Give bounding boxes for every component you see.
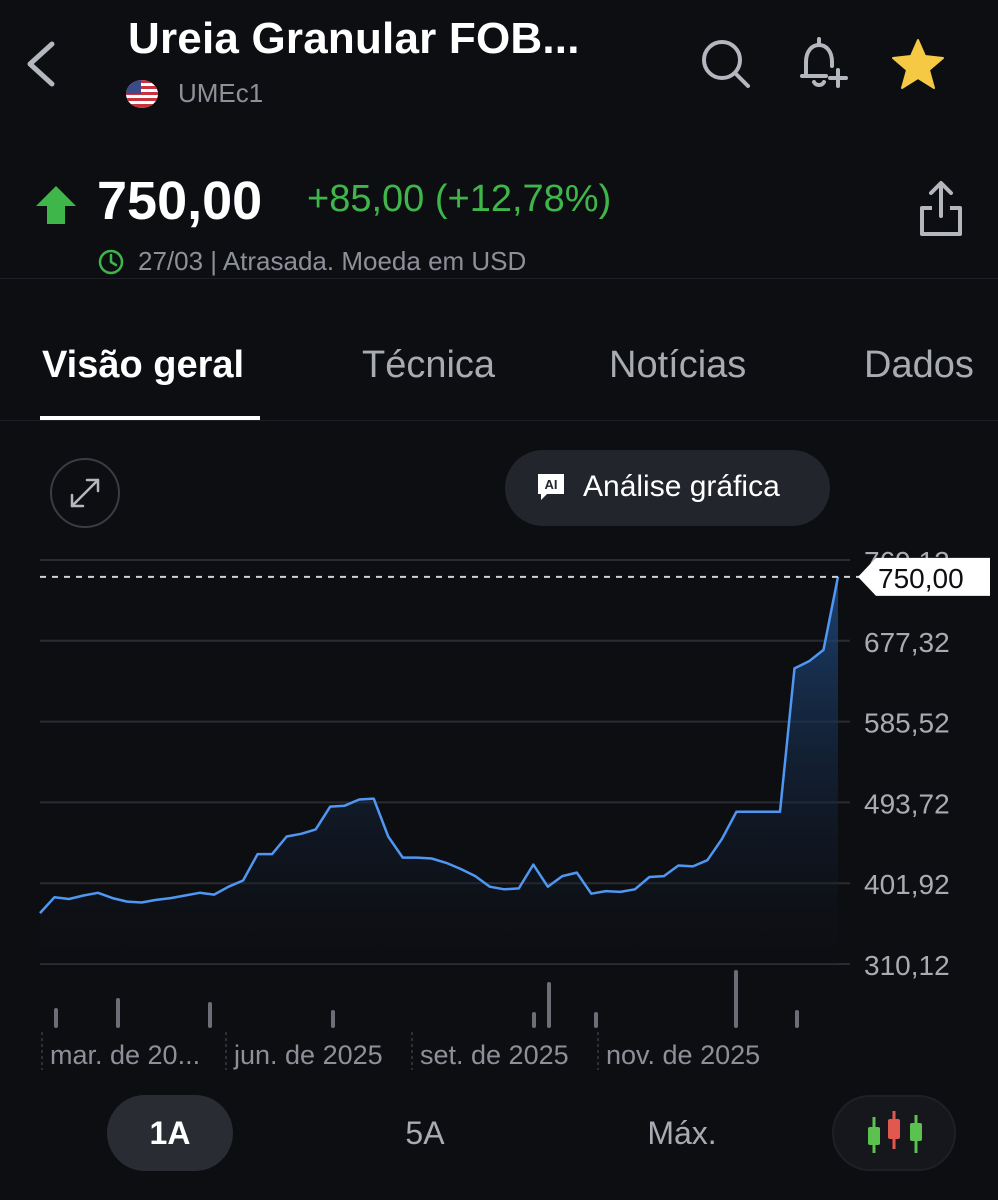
star-icon[interactable] <box>888 34 948 94</box>
price-line <box>39 576 840 914</box>
x-axis-label: mar. de 20... <box>50 1040 200 1070</box>
price-chart[interactable]: 769,12677,32585,52493,72401,92310,12750,… <box>0 540 998 1080</box>
chart-analysis-button[interactable]: AI Análise gráfica <box>505 450 830 526</box>
share-icon[interactable] <box>914 178 968 240</box>
y-tick-label: 585,52 <box>864 708 950 739</box>
instrument-title: Ureia Granular FOB... <box>128 14 580 63</box>
x-axis-label: nov. de 2025 <box>606 1040 760 1070</box>
y-tick-label: 677,32 <box>864 627 950 658</box>
tabs-divider <box>0 420 998 421</box>
price-change: +85,00 (+12,78%) <box>307 178 612 220</box>
price-area <box>40 576 838 964</box>
quote-meta: 27/03 | Atrasada. Moeda em USD <box>138 246 527 276</box>
add-alert-icon[interactable] <box>792 34 852 94</box>
range-1y-button[interactable]: 1A <box>107 1095 233 1171</box>
y-tick-label: 310,12 <box>864 950 950 981</box>
ticker-symbol: UMEc1 <box>178 78 264 108</box>
back-icon[interactable] <box>18 38 62 90</box>
tab-news[interactable]: Notícias <box>609 344 747 386</box>
us-flag-icon <box>126 80 158 108</box>
ai-chat-icon: AI <box>538 474 564 500</box>
last-price-label: 750,00 <box>878 563 964 594</box>
x-axis-label: set. de 2025 <box>420 1040 569 1070</box>
header-divider <box>0 278 998 279</box>
range-max-button[interactable]: Máx. <box>647 1115 717 1151</box>
tab-technical[interactable]: Técnica <box>362 344 496 386</box>
clock-icon <box>98 249 124 275</box>
ai-icon-text: AI <box>545 477 558 492</box>
candlestick-toggle-button[interactable] <box>832 1095 956 1171</box>
expand-icon <box>70 478 100 508</box>
y-tick-label: 401,92 <box>864 869 950 900</box>
x-axis-label: jun. de 2025 <box>233 1040 383 1070</box>
active-tab-indicator <box>40 416 260 420</box>
chart-analysis-label: Análise gráfica <box>583 470 780 503</box>
candlestick-icon <box>868 1111 922 1153</box>
search-icon[interactable] <box>696 34 756 94</box>
last-price: 750,00 <box>97 171 263 231</box>
up-arrow-icon <box>36 186 76 224</box>
tab-overview[interactable]: Visão geral <box>42 344 245 386</box>
tab-data[interactable]: Dados <box>864 344 974 386</box>
y-tick-label: 493,72 <box>864 788 950 819</box>
expand-chart-button[interactable] <box>50 458 120 528</box>
range-5y-button[interactable]: 5A <box>405 1115 445 1151</box>
last-price-tag <box>858 557 990 596</box>
